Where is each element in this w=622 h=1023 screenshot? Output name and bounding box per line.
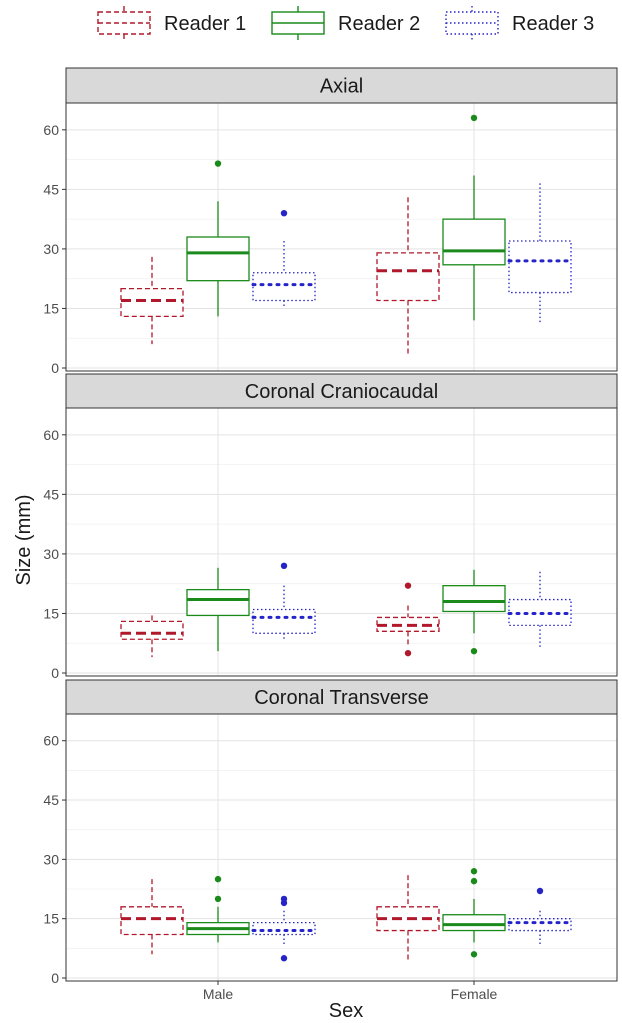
- box-female-reader-1: [376, 582, 440, 657]
- panel-border: [65, 102, 618, 372]
- box-female-reader-1: [376, 197, 440, 357]
- facet-strip: [65, 373, 618, 409]
- y-tick-label: 60: [43, 733, 59, 749]
- box-iqr: [252, 921, 316, 936]
- y-tick-label: 45: [43, 486, 59, 502]
- box-female-reader-2: [442, 569, 506, 655]
- legend-item-reader-2: Reader 2: [271, 6, 420, 40]
- panel-coronal-craniocaudal: Coronal Craniocaudal 0 15 30 45 60: [43, 373, 618, 681]
- facet-strip: [65, 679, 618, 715]
- legend-item-reader-3: Reader 3: [445, 6, 594, 40]
- plot-background: [66, 714, 617, 981]
- box-iqr: [508, 240, 572, 294]
- y-tick-label: 45: [43, 181, 59, 197]
- x-axis-label: Sex: [329, 1000, 363, 1022]
- outlier-point: [214, 875, 222, 883]
- y-tick-label: 60: [43, 427, 59, 443]
- y-tick-label: 15: [43, 911, 59, 927]
- y-tick-label: 0: [51, 665, 59, 681]
- outlier-point: [470, 951, 478, 958]
- y-tick-label: 45: [43, 792, 59, 808]
- box-iqr: [186, 236, 250, 282]
- legend-label: Reader 2: [338, 13, 420, 35]
- outlier-point: [280, 209, 288, 217]
- box-male-reader-2: [186, 160, 250, 317]
- legend: Reader 1 Reader 2 Reader 3: [97, 6, 594, 40]
- box-male-reader-1: [120, 879, 184, 955]
- box-iqr: [120, 906, 184, 936]
- box-male-reader-2: [186, 567, 250, 652]
- box-female-reader-3: [507, 571, 573, 648]
- box-male-reader-1: [120, 256, 184, 345]
- box-male-reader-3: [251, 895, 317, 962]
- y-tick-label: 30: [43, 851, 59, 867]
- legend-item-reader-1: Reader 1: [97, 6, 246, 40]
- facet-title: Coronal Transverse: [254, 687, 429, 709]
- y-axis-label: Size (mm): [13, 494, 35, 585]
- y-tick-label: 0: [51, 970, 59, 986]
- x-tick-label: Male: [203, 986, 234, 1002]
- outlier-point: [470, 647, 478, 655]
- box-male-reader-2: [186, 875, 250, 943]
- panel-border: [65, 407, 618, 677]
- outlier-point: [470, 877, 478, 885]
- y-tick-label: 60: [43, 122, 59, 138]
- outlier-point: [404, 649, 412, 657]
- panels: Axial 0 15 30 45 60 Coronal Craniocaudal 0 15 30 4…: [43, 67, 618, 1002]
- legend-label: Reader 1: [164, 13, 246, 35]
- box-female-reader-2: [442, 114, 506, 321]
- outlier-point: [280, 899, 288, 907]
- box-iqr: [252, 272, 316, 302]
- panel-border: [65, 713, 618, 982]
- x-tick-label: Female: [451, 986, 498, 1002]
- outlier-point: [280, 955, 288, 962]
- box-male-reader-3: [251, 562, 317, 642]
- outlier-point: [470, 868, 478, 875]
- facet-strip: [65, 67, 618, 104]
- y-tick-label: 30: [43, 546, 59, 562]
- legend-label: Reader 3: [512, 13, 594, 35]
- box-iqr: [376, 252, 440, 302]
- outlier-point: [470, 114, 478, 122]
- outlier-point: [404, 582, 412, 589]
- box-iqr: [186, 588, 250, 617]
- panel-axial: Axial 0 15 30 45 60: [43, 67, 618, 376]
- outlier-point: [214, 895, 222, 903]
- y-tick-label: 15: [43, 605, 59, 621]
- box-iqr: [442, 914, 506, 932]
- box-female-reader-1: [376, 875, 440, 963]
- outlier-point: [280, 562, 288, 570]
- facet-title: Coronal Craniocaudal: [245, 381, 438, 403]
- box-female-reader-3: [507, 887, 573, 945]
- y-tick-label: 15: [43, 300, 59, 316]
- box-female-reader-2: [442, 868, 506, 958]
- box-iqr: [442, 585, 506, 613]
- box-iqr: [120, 287, 184, 318]
- box-iqr: [120, 620, 184, 640]
- box-male-reader-1: [120, 615, 184, 658]
- y-tick-label: 0: [51, 360, 59, 376]
- y-tick-label: 30: [43, 241, 59, 257]
- plot-background: [66, 103, 617, 371]
- panel-coronal-transverse: Coronal Transverse 0 15 30 45 60 Male Female: [43, 679, 618, 1002]
- box-iqr: [508, 918, 572, 932]
- outlier-point: [214, 160, 222, 167]
- box-iqr: [442, 218, 506, 266]
- box-iqr: [252, 608, 316, 634]
- outlier-point: [536, 887, 544, 895]
- box-male-reader-3: [251, 209, 317, 309]
- box-female-reader-3: [507, 183, 573, 325]
- facet-title: Axial: [320, 76, 363, 98]
